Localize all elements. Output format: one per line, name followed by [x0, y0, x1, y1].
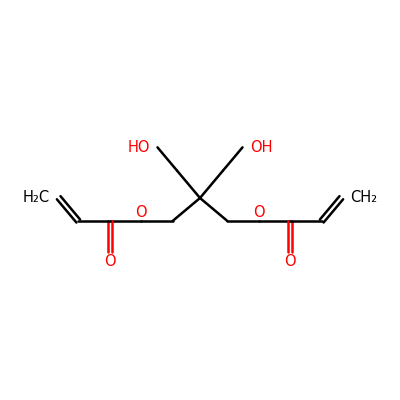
Text: H₂C: H₂C [23, 190, 50, 205]
Text: O: O [104, 254, 116, 269]
Text: OH: OH [250, 140, 272, 155]
Text: O: O [253, 205, 265, 220]
Text: HO: HO [128, 140, 150, 155]
Text: CH₂: CH₂ [350, 190, 377, 205]
Text: O: O [135, 205, 147, 220]
Text: O: O [284, 254, 296, 269]
